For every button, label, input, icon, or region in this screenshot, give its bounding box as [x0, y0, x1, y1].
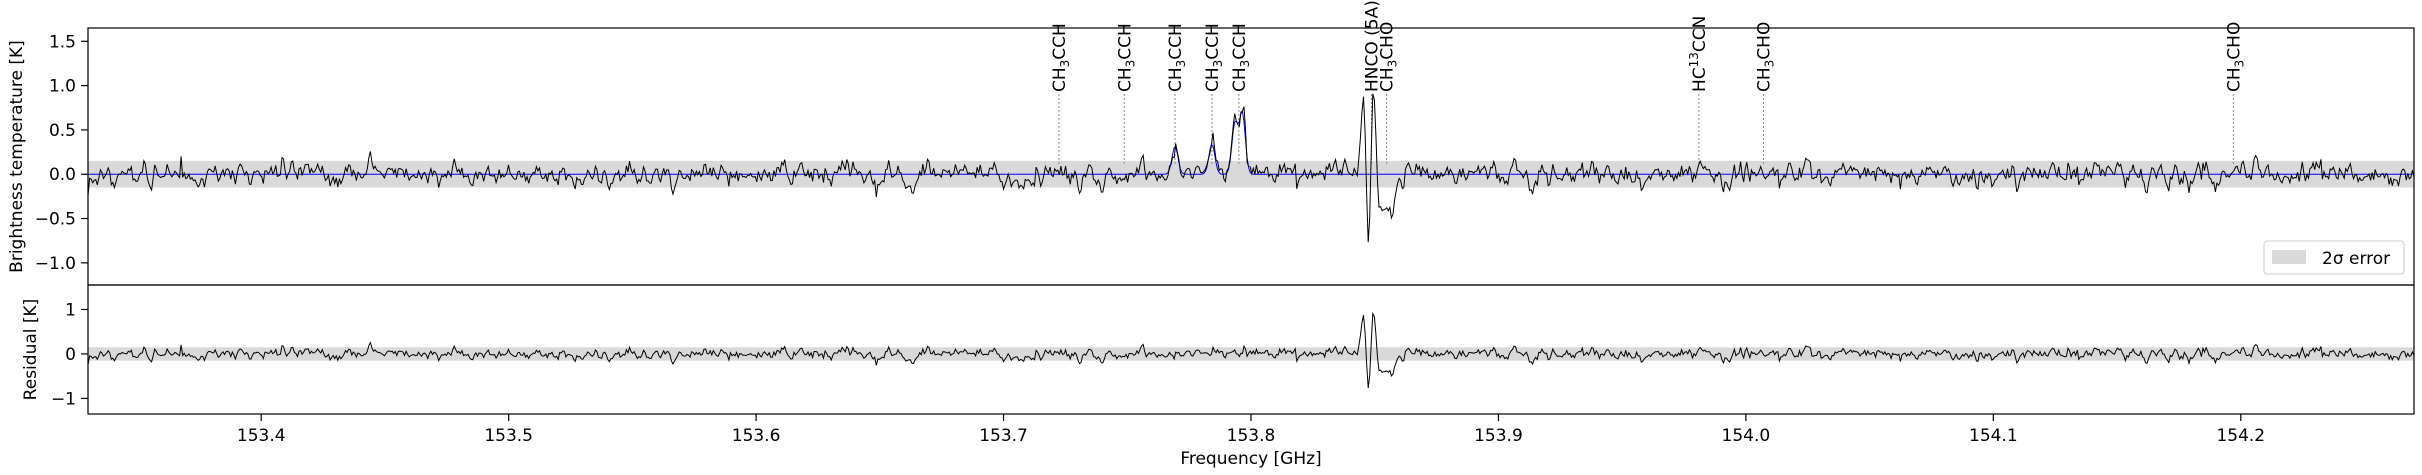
x-tick-label: 154.0 — [1722, 426, 1771, 446]
x-tick-label: 154.1 — [1969, 426, 2018, 446]
spectrum-y-ticks: −1.0 −0.5 0.0 0.5 1.0 1.5 — [35, 32, 88, 274]
spectrum-y-axis-label: Brightness temperature [K] — [7, 40, 27, 273]
x-axis-label: Frequency [GHz] — [1180, 449, 1321, 469]
x-tick-label: 153.9 — [1474, 426, 1523, 446]
x-tick-label: 153.5 — [484, 426, 533, 446]
line-marker-label: HNCO (5A) — [1363, 0, 1383, 92]
observed-series — [87, 93, 2415, 243]
y-tick-label: 0 — [65, 345, 76, 365]
line-marker-label: CH3CCH — [1203, 23, 1225, 92]
y-tick-label: 0.5 — [49, 121, 76, 141]
y-tick-label: −1 — [51, 389, 76, 409]
line-marker-label: CH3CHO — [2224, 22, 2246, 92]
y-tick-label: 0.0 — [49, 165, 76, 185]
residual-panel: −1 0 1 153.4 153.5 153.6 153.7 153.8 153.9 154.0… — [21, 284, 2415, 469]
x-tick-label: 154.2 — [2216, 426, 2265, 446]
line-marker-label: CH3CCH — [1050, 23, 1072, 92]
residual-error-band — [88, 347, 2414, 361]
legend-swatch — [2272, 250, 2306, 264]
y-tick-label: −0.5 — [35, 210, 76, 230]
line-marker-label: HC13CCN — [1687, 16, 1710, 92]
x-tick-label: 153.7 — [979, 426, 1028, 446]
line-marker-label: CH3CCH — [1230, 23, 1252, 92]
y-tick-label: −1.0 — [35, 254, 76, 274]
y-tick-label: 1.5 — [49, 32, 76, 52]
y-tick-label: 1 — [65, 300, 76, 320]
line-marker-label: CH3CHO — [1754, 22, 1776, 92]
residual-series — [87, 311, 2415, 389]
x-tick-label: 153.6 — [732, 426, 781, 446]
legend-label: 2σ error — [2322, 249, 2390, 269]
legend: 2σ error — [2263, 240, 2405, 275]
residual-y-axis-label: Residual [K] — [21, 299, 41, 401]
x-tick-label: 153.4 — [237, 426, 286, 446]
residual-y-ticks: −1 0 1 — [51, 300, 88, 409]
line-marker-label: CH3CHO — [1378, 22, 1400, 92]
line-marker-label: CH3CCH — [1115, 23, 1137, 92]
y-tick-label: 1.0 — [49, 77, 76, 97]
legend-box — [2263, 240, 2405, 275]
frequency-x-ticks: 153.4 153.5 153.6 153.7 153.8 153.9 154.0 154.1… — [237, 414, 2265, 446]
x-tick-label: 153.8 — [1227, 426, 1276, 446]
line-marker-label: CH3CCH — [1166, 23, 1188, 92]
